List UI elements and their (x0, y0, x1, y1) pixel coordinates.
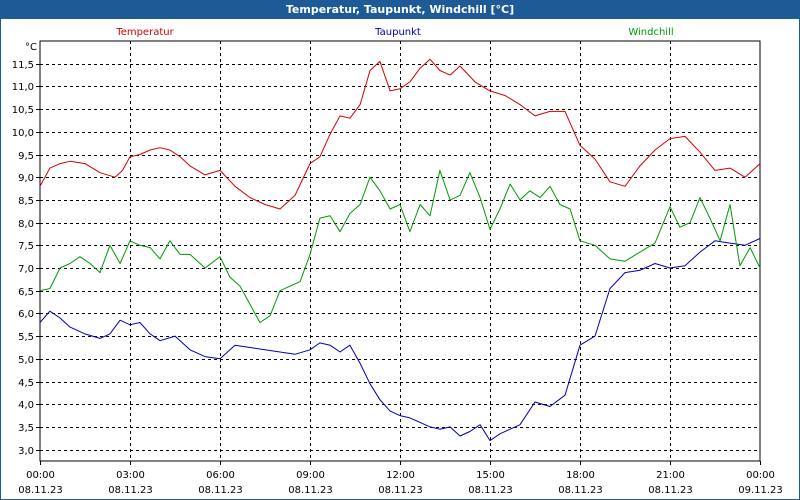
x-tick-time: 12:00 (386, 470, 415, 481)
x-tick-time: 06:00 (206, 470, 235, 481)
y-tick-label: 6,0 (18, 309, 34, 320)
x-tick-date: 08.11.23 (648, 485, 693, 496)
x-tick-date: 08.11.23 (198, 485, 243, 496)
y-tick-label: 7,0 (18, 264, 34, 275)
y-tick-label: 5,0 (18, 355, 34, 366)
window-title: Temperatur, Taupunkt, Windchill [°C] (1, 1, 799, 19)
y-tick-label: 8,5 (18, 196, 34, 207)
x-tick-time: 18:00 (566, 470, 595, 481)
x-tick-time: 00:00 (746, 470, 775, 481)
y-tick-label: 4,0 (18, 400, 34, 411)
series-line-taupunkt (39, 238, 761, 442)
x-tick-time: 09:00 (296, 470, 325, 481)
legend-label-windchill: Windchill (628, 27, 673, 38)
x-tick-date: 08.11.23 (108, 485, 153, 496)
y-tick-label: 11,0 (12, 82, 34, 93)
series-lines (39, 58, 761, 442)
y-tick-label: 11,5 (12, 60, 34, 71)
x-tick-date: 08.11.23 (558, 485, 603, 496)
legend: Temperatur Taupunkt Windchill (115, 27, 673, 38)
grid (40, 41, 760, 461)
x-tick-date: 08.11.23 (468, 485, 513, 496)
series-line-windchill (39, 169, 761, 323)
y-tick-label: 3,0 (18, 446, 34, 457)
y-tick-label: 4,5 (18, 378, 34, 389)
x-tick-time: 00:00 (26, 470, 55, 481)
y-tick-label: 10,5 (12, 105, 34, 116)
x-tick-time: 03:00 (116, 470, 145, 481)
y-tick-label: 10,0 (12, 128, 34, 139)
x-tick-date: 08.11.23 (288, 485, 333, 496)
x-tick-time: 15:00 (476, 470, 505, 481)
x-tick-date: 08.11.23 (18, 485, 63, 496)
series-line-temperatur (39, 58, 761, 210)
y-tick-label: 3,5 (18, 423, 34, 434)
legend-label-taupunkt: Taupunkt (374, 27, 421, 38)
y-tick-label: 5,5 (18, 332, 34, 343)
y-tick-label: 9,5 (18, 151, 34, 162)
y-tick-label: 8,0 (18, 219, 34, 230)
legend-label-temperatur: Temperatur (115, 27, 174, 38)
y-tick-label: 9,0 (18, 173, 34, 184)
x-tick-time: 21:00 (656, 470, 685, 481)
x-axis: 00:00 08.11.23 03:00 08.11.23 06:00 08.11.23 0… (18, 461, 783, 496)
y-axis-unit: °C (25, 42, 37, 53)
y-axis: 3,0 3,5 4,0 4,5 5,0 5,5 6,0 6,5 7,0 7,5 8,0 8,5 9,0 9… (12, 42, 40, 457)
y-tick-label: 6,5 (18, 287, 34, 298)
x-tick-date: 09.11.23 (738, 485, 783, 496)
y-tick-label: 7,5 (18, 241, 34, 252)
x-tick-date: 08.11.23 (378, 485, 423, 496)
